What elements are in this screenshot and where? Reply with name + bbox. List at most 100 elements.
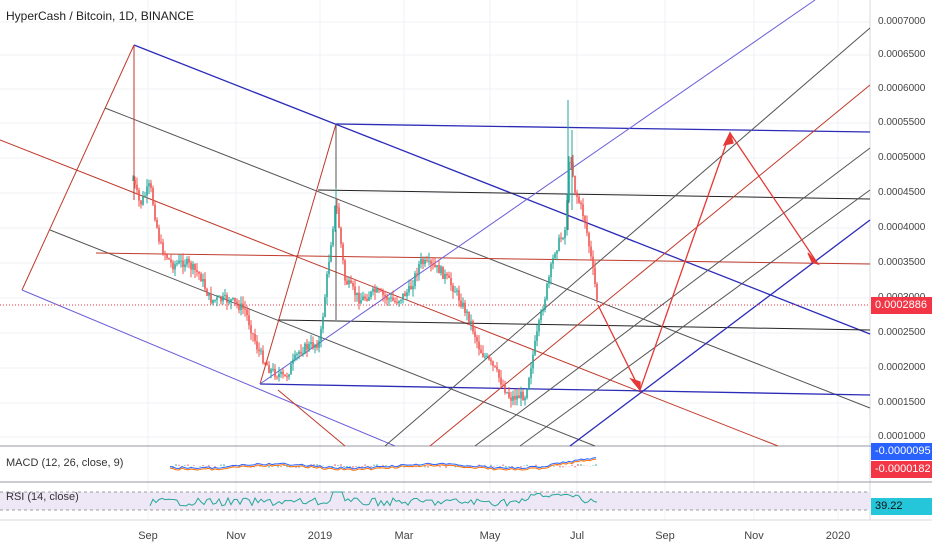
candle-body — [362, 296, 364, 301]
candle-body — [380, 290, 382, 292]
candle-body — [182, 260, 184, 268]
candle-body — [386, 296, 388, 300]
candle-body — [566, 200, 568, 231]
candle-body — [266, 363, 268, 366]
candle-body — [224, 295, 226, 297]
candle-body — [252, 333, 254, 335]
time-tick: Mar — [394, 530, 414, 542]
candle-body — [432, 263, 434, 265]
candle-body — [404, 293, 406, 297]
candle-body — [158, 227, 160, 242]
candle-body — [298, 351, 300, 355]
candle-body — [300, 351, 302, 354]
candle-body — [592, 256, 594, 268]
candle-body — [436, 265, 438, 267]
candle-body — [230, 299, 232, 303]
chart-title: HyperCash / Bitcoin, 1D, BINANCE — [6, 9, 195, 23]
candle-body — [262, 350, 264, 364]
candle-body — [520, 391, 522, 399]
candle-body — [486, 355, 488, 357]
candle-body — [146, 186, 148, 196]
candle-body — [190, 262, 192, 270]
candle-body — [426, 259, 428, 261]
candle-body — [546, 283, 548, 300]
price-tick: 0.0004500 — [878, 187, 926, 198]
candle-body — [296, 354, 298, 356]
candle-body — [218, 296, 220, 298]
price-tick: 0.0001500 — [878, 397, 926, 408]
price-tick: 0.0002000 — [878, 362, 926, 373]
candle-body — [284, 374, 286, 377]
time-tick: Sep — [138, 530, 158, 542]
candle-body — [304, 343, 306, 354]
candle-body — [472, 321, 474, 332]
candle-body — [202, 279, 204, 282]
candle-body — [414, 273, 416, 287]
pitchfork-2[interactable] — [95, 123, 871, 447]
pitchfork-3[interactable] — [259, 0, 871, 447]
candle-body — [582, 204, 584, 217]
candle-body — [412, 286, 414, 290]
macd-label[interactable]: MACD (12, 26, close, 9) — [6, 457, 124, 469]
candle-body — [558, 237, 560, 251]
candle-body — [214, 299, 216, 301]
candle-body — [188, 258, 190, 263]
candle-body — [314, 344, 316, 348]
candle-body — [458, 290, 460, 301]
candle-body — [580, 202, 582, 205]
candle-body — [328, 261, 330, 275]
candle-body — [534, 340, 536, 355]
candle-body — [488, 355, 490, 360]
candle-body — [576, 192, 578, 197]
candle-body — [166, 254, 168, 259]
candle-body — [574, 175, 576, 193]
candle-body — [570, 161, 572, 163]
candle-body — [274, 368, 276, 377]
candle-body — [244, 308, 246, 310]
candle-body — [310, 342, 312, 345]
candle-body — [288, 374, 290, 377]
candle-body — [440, 266, 442, 274]
candle-body — [438, 265, 440, 274]
candle-body — [276, 376, 278, 378]
candle-body — [396, 301, 398, 304]
price-tick: 0.0004000 — [878, 222, 926, 233]
candle-body — [450, 277, 452, 286]
candle-body — [456, 290, 458, 292]
candle-body — [392, 297, 394, 301]
candle-body — [334, 205, 336, 229]
candle-body — [282, 371, 284, 375]
candle-body — [220, 296, 222, 302]
candle-body — [424, 259, 426, 265]
candle-body — [410, 285, 412, 290]
candle-body — [234, 297, 236, 302]
time-tick: Sep — [655, 530, 675, 542]
price-tick: 0.0007000 — [878, 16, 926, 27]
candle-body — [364, 296, 366, 299]
candle-body — [292, 359, 294, 365]
pitchfork-1[interactable] — [0, 44, 871, 447]
candle-body — [562, 238, 564, 240]
candle-body — [348, 280, 350, 285]
candle-body — [382, 291, 384, 296]
rsi-label[interactable]: RSI (14, close) — [6, 491, 79, 503]
price-tick: 0.0005500 — [878, 117, 926, 128]
candle-body — [550, 263, 552, 277]
candle-body — [160, 241, 162, 243]
candle-body — [516, 395, 518, 400]
candle-body — [374, 288, 376, 293]
projection-path[interactable] — [597, 131, 821, 392]
candle-body — [132, 179, 134, 181]
candle-body — [324, 297, 326, 317]
candle-body — [308, 344, 310, 350]
candle-body — [216, 297, 218, 300]
candle-body — [594, 267, 596, 285]
candle-body — [368, 297, 370, 301]
time-tick: Jul — [569, 530, 585, 542]
candle-body — [184, 264, 186, 268]
candle-body — [454, 291, 456, 293]
candle-body — [542, 310, 544, 312]
candle-body — [192, 264, 194, 270]
candle-body — [168, 258, 170, 260]
